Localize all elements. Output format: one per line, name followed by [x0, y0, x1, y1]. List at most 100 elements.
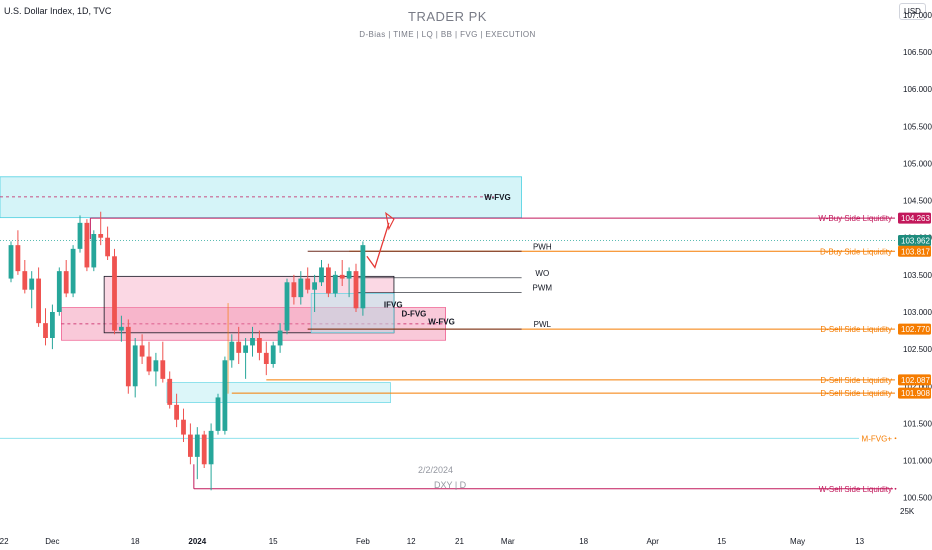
candle-body [305, 278, 311, 290]
candle-body [298, 278, 304, 298]
candle-body [29, 278, 35, 290]
candle-body [263, 352, 269, 364]
volume-tick-label: 25K [900, 507, 915, 516]
price-tick-label: 102.000 [903, 382, 932, 391]
candle-body [194, 434, 200, 457]
price-badge-value: 104.263 [901, 214, 930, 223]
ifvg-zone [310, 293, 395, 334]
chart-subtitle: D-Bias | TIME | LQ | BB | FVG | EXECUTIO… [359, 30, 536, 39]
candle-body [146, 356, 152, 372]
right-level-label: W-Sell Side Liquidity [819, 485, 892, 494]
currency-button[interactable]: USD [899, 3, 926, 20]
candle-body [77, 222, 83, 249]
price-tick-label: 100.500 [903, 494, 932, 503]
candle-body [201, 434, 207, 465]
pwl-label: PWL [534, 320, 552, 329]
candle-body [22, 271, 28, 290]
candle-body [174, 404, 179, 420]
level-end-dot [894, 437, 897, 440]
liquidity-label: D-Sell Side Liquidity [820, 325, 892, 334]
candle-body [332, 274, 338, 294]
candle-body [291, 282, 297, 298]
candle-body [215, 397, 221, 431]
time-tick-label: 13 [855, 537, 864, 546]
price-badge [898, 212, 931, 224]
price-tick-label: 102.500 [903, 345, 932, 354]
price-badge-value: 103.817 [901, 247, 930, 256]
candle-body [339, 274, 345, 279]
candle-body [346, 271, 352, 279]
price-badge [898, 245, 931, 257]
price-tick-label: 106.500 [903, 48, 932, 57]
candle-body [319, 267, 324, 283]
liquidity-label: D-Sell Side Liquidity [820, 376, 892, 385]
candle-body [277, 330, 283, 346]
price-axis: 100.500 101.000 101.500 102.000 102.500 103.0… [818, 11, 932, 503]
projection-arrow [366, 222, 390, 269]
candle-body [84, 222, 90, 268]
candle-body [257, 338, 262, 353]
candle-body [63, 271, 69, 294]
candle-body [112, 256, 117, 331]
time-tick-label: 18 [579, 537, 588, 546]
candle-body [160, 360, 166, 379]
time-tick-label: 22 [0, 537, 9, 546]
candle-body [125, 326, 131, 387]
candle-body [43, 323, 48, 338]
price-badge [898, 235, 931, 247]
candle-body [181, 419, 186, 435]
price-tick-label: 106.000 [903, 85, 932, 94]
date-note: 2/2/2024 [418, 465, 454, 475]
zone-layer [0, 176, 522, 403]
time-tick-label: 15 [717, 537, 726, 546]
price-badge [898, 387, 931, 399]
candle-body [222, 360, 228, 431]
right-level-label: M-FVG+ [862, 434, 893, 443]
time-tick-label: 12 [407, 537, 416, 546]
candle-body [326, 267, 331, 294]
time-tick-label: 21 [455, 537, 464, 546]
symbol-title: U.S. Dollar Index, 1D, TVC [4, 6, 112, 16]
price-badge-value: 103.962 [901, 237, 930, 246]
projection-arrowhead [385, 211, 395, 231]
level-line-layer [0, 217, 895, 490]
price-tick-label: 104.500 [903, 197, 932, 206]
time-tick-label: Feb [356, 537, 370, 546]
price-badge [898, 374, 931, 386]
price-tick-label: 103.000 [903, 308, 932, 317]
liquidity-label: W-Buy Side Liquidity [818, 214, 892, 223]
candle-body [119, 326, 124, 331]
candle-body [250, 338, 255, 346]
candle-body [188, 434, 193, 457]
price-badge-value: 102.770 [901, 325, 930, 334]
range-marker [227, 303, 229, 394]
candle-body [70, 248, 76, 294]
candle-body [36, 278, 41, 324]
candle-body [243, 345, 248, 353]
price-badge-value: 101.908 [901, 389, 930, 398]
candle-body [284, 282, 290, 331]
price-badge-value: 102.087 [901, 376, 930, 385]
time-tick-label: 15 [269, 537, 278, 546]
candle-body [8, 245, 14, 279]
candle-layer [8, 211, 366, 491]
candle-body [105, 237, 110, 257]
daily-fvg-low-zone [166, 382, 391, 403]
chart-title: TRADER PK [408, 9, 487, 24]
price-tick-label: 105.500 [903, 122, 932, 131]
price-tick-label: 107.000 [903, 11, 932, 20]
daily-fvg-label: D-FVG [402, 309, 427, 318]
price-tick-label: 105.000 [903, 159, 932, 168]
candle-body [15, 245, 21, 272]
candle-body [98, 234, 104, 238]
time-tick-label: 18 [131, 537, 140, 546]
price-tick-label: 101.500 [903, 419, 932, 428]
candle-body [270, 345, 276, 364]
time-tick-label: May [790, 537, 805, 546]
pwm-label: PWM [533, 284, 553, 293]
price-badge [898, 323, 931, 335]
time-tick-label: 2024 [188, 537, 206, 546]
candle-body [50, 312, 55, 338]
